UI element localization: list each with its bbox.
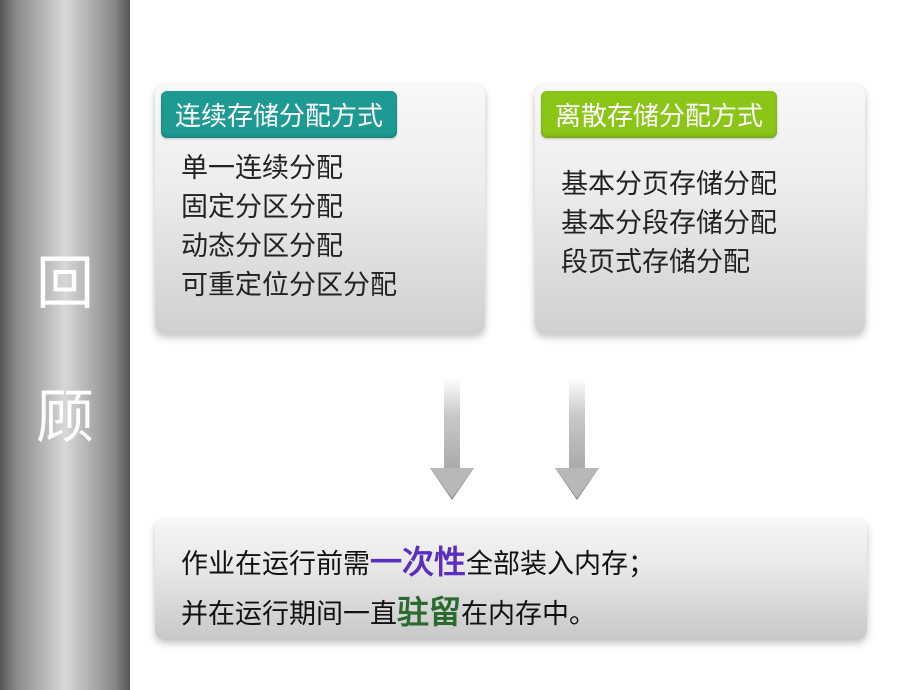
list-item: 基本分页存储分配 — [561, 165, 845, 204]
arrow-down-icon — [430, 468, 474, 500]
list-item: 单一连续分配 — [181, 149, 465, 188]
list-item: 动态分区分配 — [181, 227, 465, 266]
right-box: 离散存储分配方式 基本分页存储分配 基本分段存储分配 段页式存储分配 — [535, 85, 865, 334]
emphasis-text: 一次性 — [370, 544, 466, 580]
sidebar-char-2: 顾 — [36, 370, 94, 454]
text: 并在运行期间一直 — [181, 599, 397, 629]
arrow-shaft — [444, 378, 460, 473]
list-item: 基本分段存储分配 — [561, 204, 845, 243]
list-item: 可重定位分区分配 — [181, 266, 465, 305]
arrow-shaft — [569, 378, 585, 473]
bottom-box: 作业在运行前需一次性全部装入内存； 并在运行期间一直驻留在内存中。 — [155, 520, 867, 640]
bottom-line-2: 并在运行期间一直驻留在内存中。 — [181, 588, 841, 638]
bottom-line-1: 作业在运行前需一次性全部装入内存； — [181, 538, 841, 588]
text: 全部装入内存； — [466, 549, 655, 579]
sidebar: 回 顾 — [0, 0, 130, 690]
top-boxes-row: 连续存储分配方式 单一连续分配 固定分区分配 动态分区分配 可重定位分区分配 离… — [155, 85, 865, 334]
list-item: 段页式存储分配 — [561, 243, 845, 282]
list-item: 固定分区分配 — [181, 188, 465, 227]
left-box: 连续存储分配方式 单一连续分配 固定分区分配 动态分区分配 可重定位分区分配 — [155, 85, 485, 334]
text: 在内存中。 — [461, 599, 596, 629]
left-box-header: 连续存储分配方式 — [161, 91, 397, 138]
arrow-down-icon — [555, 468, 599, 500]
content-area: 连续存储分配方式 单一连续分配 固定分区分配 动态分区分配 可重定位分区分配 离… — [155, 0, 910, 690]
right-box-header: 离散存储分配方式 — [541, 91, 777, 138]
text: 作业在运行前需 — [181, 549, 370, 579]
sidebar-char-1: 回 — [36, 236, 94, 320]
emphasis-text: 驻留 — [397, 594, 461, 630]
arrow-left — [430, 378, 474, 508]
arrow-right — [555, 378, 599, 508]
